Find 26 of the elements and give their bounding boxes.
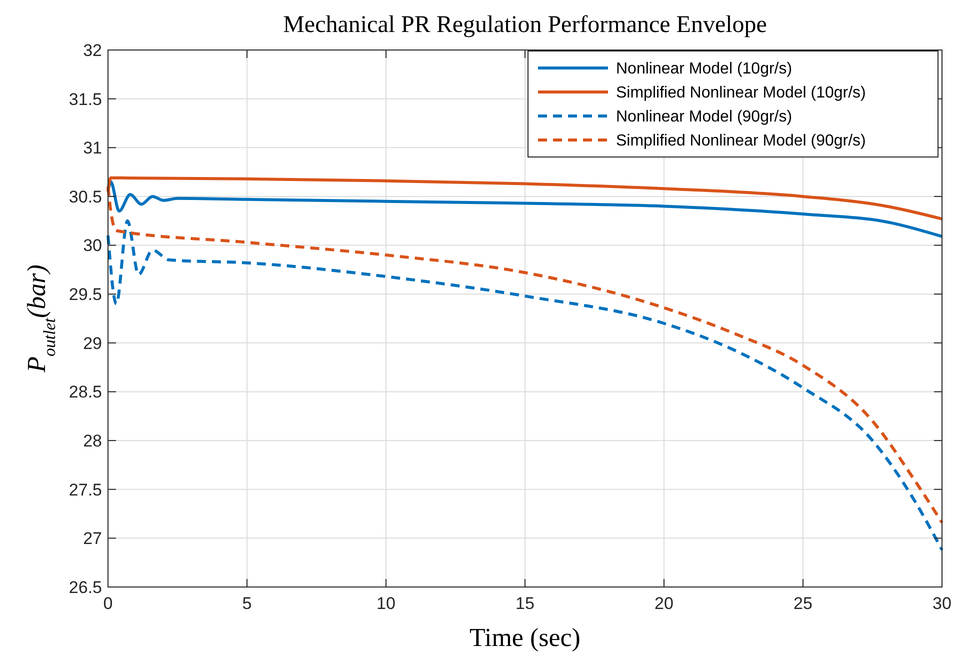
legend-label: Simplified Nonlinear Model (90gr/s) (616, 132, 866, 150)
legend-label: Nonlinear Model (10gr/s) (616, 60, 792, 78)
y-tick-label: 27 (83, 529, 102, 548)
legend-label: Simplified Nonlinear Model (10gr/s) (616, 84, 866, 102)
y-tick-label: 31.5 (68, 90, 102, 109)
y-tick-label: 32 (83, 40, 102, 60)
y-tick-label: 29 (83, 334, 102, 353)
x-axis-title: Time (sec) (470, 623, 580, 652)
x-tick-label: 15 (516, 594, 534, 613)
x-tick-label: 20 (654, 594, 674, 613)
y-tick-label: 30 (83, 236, 102, 256)
x-tick-label: 30 (932, 594, 952, 613)
x-tick-label: 25 (794, 594, 812, 613)
y-tick-label: 28.5 (68, 382, 102, 402)
legend-label: Nonlinear Model (90gr/s) (616, 108, 792, 126)
y-tick-label: 26.5 (68, 578, 102, 597)
x-tick-label: 10 (376, 594, 396, 613)
x-tick-label: 5 (242, 594, 252, 613)
y-tick-label: 31 (83, 138, 102, 158)
y-tick-label: 28 (83, 431, 102, 450)
y-tick-label: 29.5 (68, 285, 102, 304)
line-series (106, 219, 944, 552)
y-tick-label: 30.5 (68, 187, 102, 206)
chart-title: Mechanical PR Regulation Performance Envelope (283, 12, 767, 38)
y-tick-label: 27.5 (68, 480, 102, 500)
x-tick-label: 0 (103, 594, 113, 613)
